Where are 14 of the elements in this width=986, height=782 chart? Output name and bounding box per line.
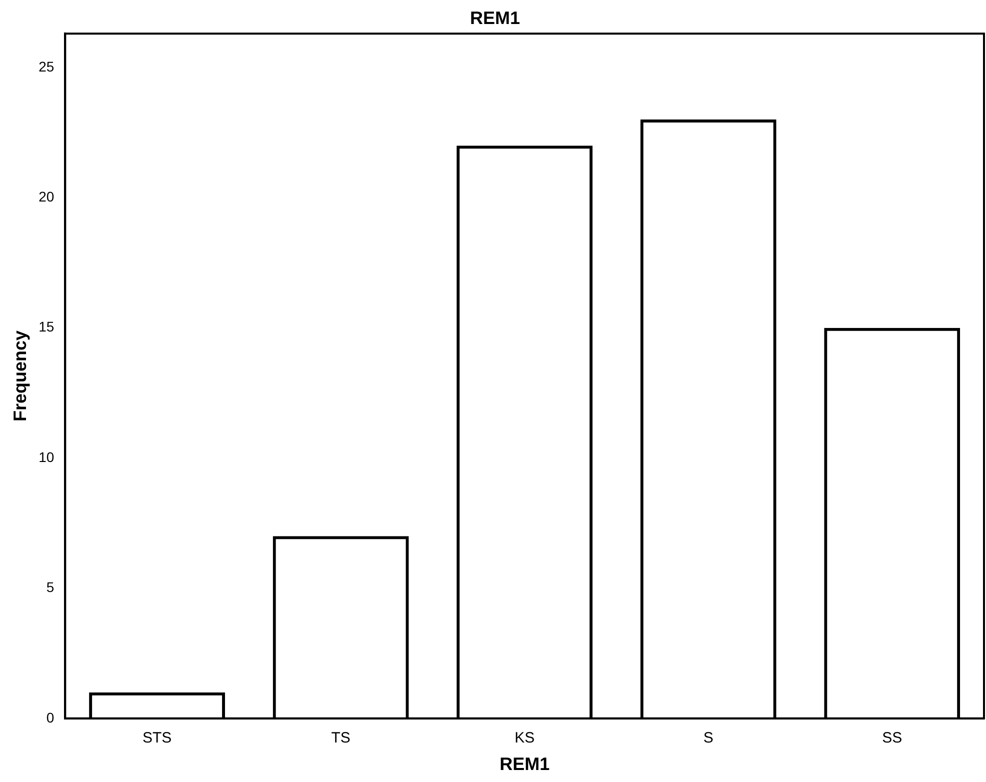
x-tick-label: STS bbox=[142, 730, 172, 747]
y-tick-label: 20 bbox=[38, 188, 54, 204]
y-tick-label: 0 bbox=[46, 709, 54, 726]
x-axis-title: REM1 bbox=[500, 754, 550, 774]
y-tick-label: 5 bbox=[46, 579, 54, 596]
x-tick-label: SS bbox=[882, 730, 902, 747]
x-tick-label: S bbox=[703, 730, 714, 747]
chart-title: REM1 bbox=[470, 8, 520, 28]
y-tick-label: 15 bbox=[38, 318, 54, 335]
y-tick-label: 25 bbox=[38, 58, 54, 74]
y-axis-title: Frequency bbox=[10, 330, 30, 422]
x-tick-label: KS bbox=[514, 730, 535, 747]
x-tick-label: TS bbox=[331, 730, 350, 747]
y-tick-label: 10 bbox=[38, 448, 54, 465]
